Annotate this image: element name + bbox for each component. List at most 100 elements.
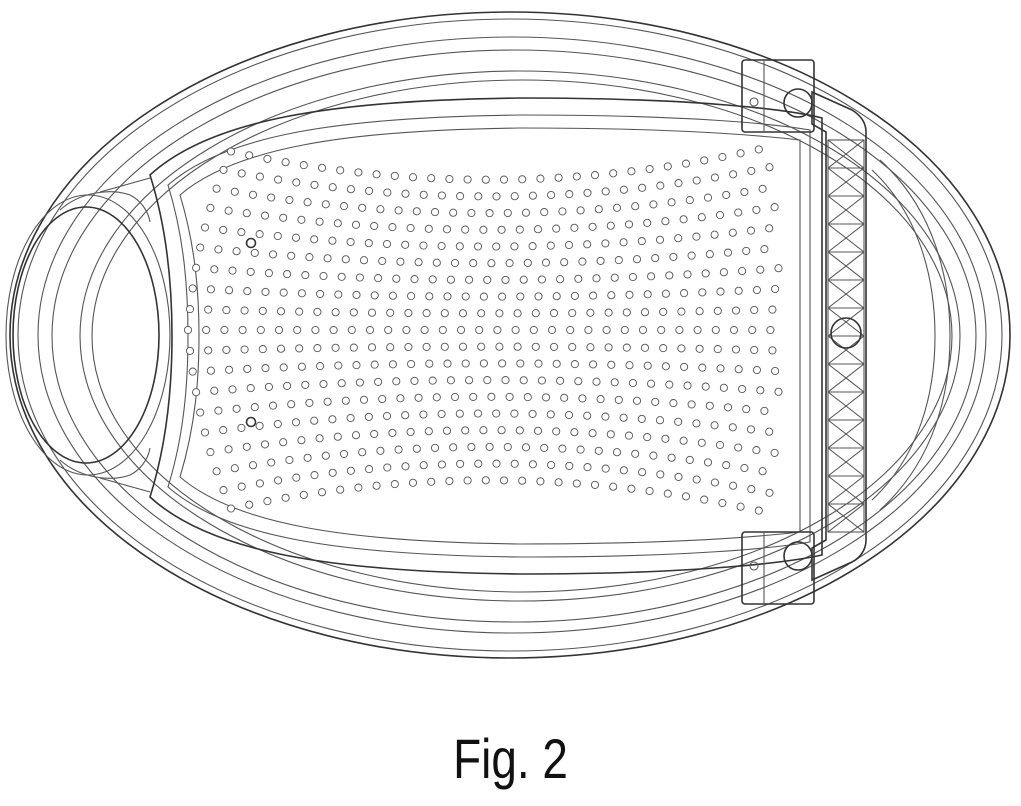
- perforation-hole: [603, 326, 610, 333]
- perforation-hole: [716, 441, 723, 448]
- perforation-hole: [499, 293, 506, 300]
- perforation-hole: [247, 385, 254, 392]
- perforation-hole: [347, 186, 354, 193]
- perforation-hole: [575, 378, 582, 385]
- perforation-hole: [522, 444, 529, 451]
- perforation-hole: [662, 363, 669, 370]
- perforation-hole: [602, 240, 609, 247]
- perforation-hole: [426, 360, 433, 367]
- perforation-hole: [678, 345, 685, 352]
- perforation-hole: [548, 326, 555, 333]
- perforation-hole: [566, 462, 573, 469]
- perforation-hole: [371, 430, 378, 437]
- perforation-hole: [420, 242, 427, 249]
- perforation-hole: [229, 386, 236, 393]
- perforation-hole: [332, 309, 339, 316]
- perforation-hole: [511, 410, 518, 417]
- perforation-hole: [729, 229, 736, 236]
- perforation-hole: [409, 479, 416, 486]
- perforation-hole: [633, 397, 640, 404]
- perforation-hole: [520, 276, 527, 283]
- left-socket-bracket-top: [60, 192, 150, 222]
- perforation-hole: [555, 479, 562, 486]
- perforation-hole: [383, 240, 390, 247]
- right-inner-arc-2: [880, 160, 950, 510]
- perforation-hole: [225, 207, 232, 214]
- perforation-hole: [516, 226, 523, 233]
- perforation-hole: [625, 221, 632, 228]
- perforation-hole: [632, 203, 639, 210]
- perforation-hole: [280, 364, 287, 371]
- perforation-hole: [296, 308, 303, 315]
- perforation-hole: [269, 251, 276, 258]
- perforation-hole: [732, 346, 739, 353]
- perforation-hole: [559, 208, 566, 215]
- perforation-hole: [213, 185, 220, 192]
- perforation-hole: [755, 507, 762, 514]
- perforation-hole: [193, 389, 200, 396]
- perforation-hole: [711, 479, 718, 486]
- perforation-hole: [402, 463, 409, 470]
- perforation-hole: [244, 288, 251, 295]
- perforation-hole: [317, 290, 324, 297]
- perforation-hole: [535, 293, 542, 300]
- perforation-hole: [429, 276, 436, 283]
- perforation-hole: [620, 239, 627, 246]
- perforation-hole: [215, 407, 222, 414]
- perforation-hole: [623, 309, 630, 316]
- perforation-hole: [478, 343, 485, 350]
- perforation-hole: [657, 471, 664, 478]
- perforation-hole: [231, 465, 238, 472]
- perforation-hole: [368, 309, 375, 316]
- perforation-hole: [243, 443, 250, 450]
- perforation-hole: [373, 171, 380, 178]
- perforation-hole: [314, 345, 321, 352]
- perforation-hole: [493, 243, 500, 250]
- perforation-hole: [577, 446, 584, 453]
- perforation-hole: [420, 462, 427, 469]
- perforation-hole: [350, 309, 357, 316]
- perforation-hole: [259, 307, 266, 314]
- perforation-hole: [488, 260, 495, 267]
- perforation-hole: [615, 396, 622, 403]
- perforation-hole: [724, 404, 731, 411]
- perforation-hole: [340, 203, 347, 210]
- perforation-hole: [769, 347, 776, 354]
- perforation-hole: [767, 326, 774, 333]
- perforation-hole: [693, 233, 700, 240]
- perforation-hole: [409, 174, 416, 181]
- perforation-hole: [446, 175, 453, 182]
- perforation-hole: [359, 449, 366, 456]
- perforation-hole: [293, 474, 300, 481]
- perforation-hole: [286, 196, 293, 203]
- perforation-hole: [391, 172, 398, 179]
- perforation-hole: [428, 175, 435, 182]
- perforation-hole: [723, 462, 730, 469]
- perforation-hole: [730, 171, 737, 178]
- perforation-hole: [535, 360, 542, 367]
- perforation-hole: [251, 249, 258, 256]
- perforation-hole: [318, 489, 325, 496]
- perforation-hole: [317, 363, 324, 370]
- perforation-hole: [662, 218, 669, 225]
- perforation-hole: [197, 244, 204, 251]
- perforation-hole: [408, 360, 415, 367]
- perforation-hole: [459, 343, 466, 350]
- perforation-hole: [565, 241, 572, 248]
- perforation-hole: [688, 252, 695, 259]
- perforation-hole: [595, 206, 602, 213]
- perforation-hole: [686, 197, 693, 204]
- perforation-hole: [480, 293, 487, 300]
- perforation-hole: [421, 326, 428, 333]
- perforation-hole: [732, 307, 739, 314]
- perforation-hole: [304, 199, 311, 206]
- perforation-hole: [397, 395, 404, 402]
- perforation-hole: [511, 243, 518, 250]
- perforation-hole: [231, 188, 238, 195]
- perforation-hole: [474, 410, 481, 417]
- perforation-hole: [584, 464, 591, 471]
- perforation-hole: [186, 347, 193, 354]
- perforation-hole: [632, 450, 639, 457]
- perforation-hole: [534, 427, 541, 434]
- perforation-hole: [575, 275, 582, 282]
